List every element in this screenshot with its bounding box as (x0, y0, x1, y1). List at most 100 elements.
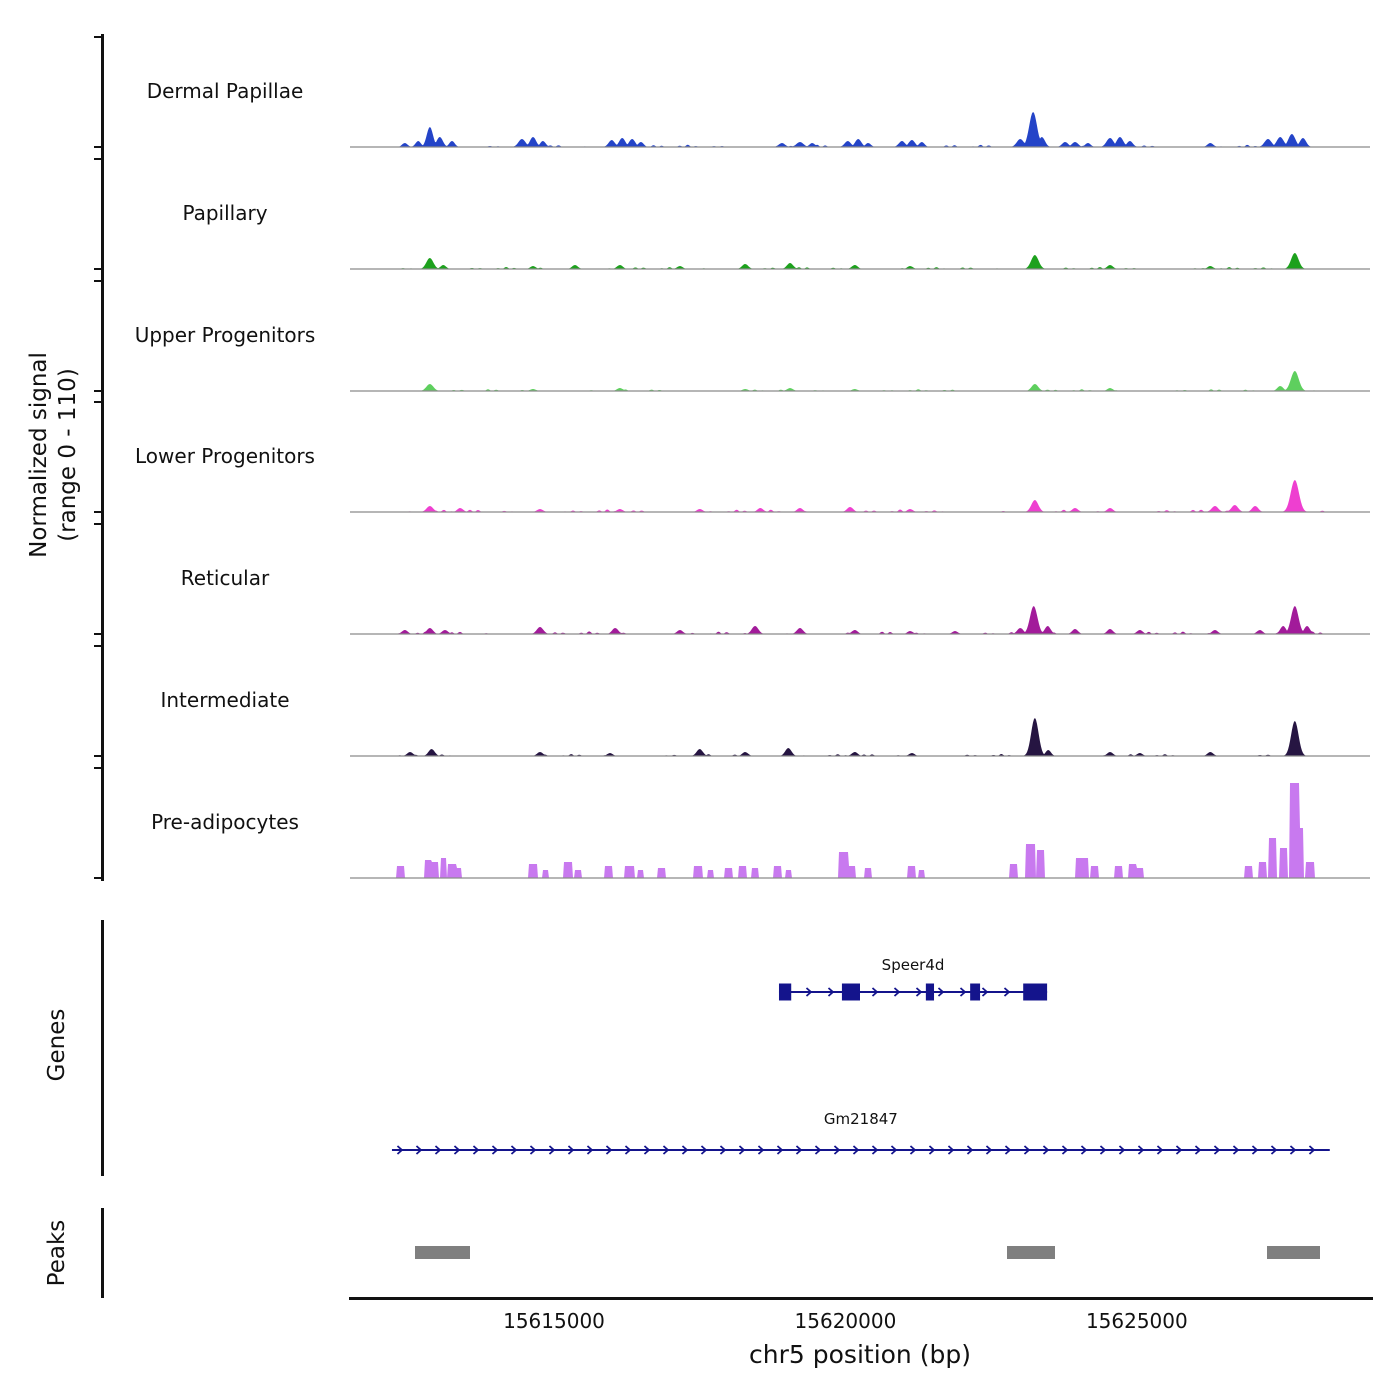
gene-exon (925, 983, 935, 1001)
strand-arrow (1251, 1145, 1259, 1155)
track-signal-dermal-papillae (350, 112, 1370, 148)
strand-arrow (805, 987, 813, 997)
strand-arrow (1270, 1145, 1278, 1155)
strand-arrow (396, 1145, 404, 1155)
strand-arrow (1080, 1145, 1088, 1155)
strand-arrow (1061, 1145, 1069, 1155)
strand-arrow (795, 1145, 803, 1155)
strand-arrow (1308, 1145, 1316, 1155)
strand-arrow (434, 1145, 442, 1155)
signal-area (350, 480, 1370, 512)
y-axis-tick (94, 755, 102, 757)
strand-arrow (893, 987, 901, 997)
strand-arrow (700, 1145, 708, 1155)
y-axis-tick (94, 146, 102, 148)
strand-arrow (662, 1145, 670, 1155)
strand-arrow (1232, 1145, 1240, 1155)
peak-region (415, 1246, 471, 1259)
strand-arrow (966, 1145, 974, 1155)
strand-arrow (890, 1145, 898, 1155)
strand-arrow (827, 987, 835, 997)
genes-label-text: Genes (44, 1008, 70, 1082)
gene-label: Gm21847 (824, 1110, 898, 1128)
strand-arrow (605, 1145, 613, 1155)
peaks-axis-line (101, 1208, 104, 1298)
y-axis-tick (94, 36, 102, 38)
strand-arrow (1213, 1145, 1221, 1155)
strand-arrow (1023, 1145, 1031, 1155)
strand-arrow (871, 1145, 879, 1155)
y-axis-tick (94, 645, 102, 647)
y-axis-tick (94, 401, 102, 403)
strand-arrow (567, 1145, 575, 1155)
strand-arrow (985, 1145, 993, 1155)
strand-arrow (624, 1145, 632, 1155)
strand-arrow (453, 1145, 461, 1155)
track-label-dermal-papillae: Dermal Papillae (146, 79, 304, 103)
gene-label: Speer4d (882, 956, 945, 974)
signal-area (350, 783, 1370, 878)
signal-area (350, 718, 1370, 756)
strand-arrow (947, 1145, 955, 1155)
strand-arrow (472, 1145, 480, 1155)
y-axis-tick (94, 877, 102, 879)
strand-arrow (415, 1145, 423, 1155)
track-signal-upper-progenitors (350, 371, 1370, 392)
strand-arrow (1156, 1145, 1164, 1155)
gene-exon (970, 983, 981, 1001)
y-axis-label-line1: Normalized signal (26, 352, 52, 558)
strand-arrow (871, 987, 879, 997)
y-axis-tick (94, 523, 102, 525)
strand-arrow (586, 1145, 594, 1155)
strand-arrow (937, 987, 945, 997)
track-signal-reticular (350, 606, 1370, 635)
strand-arrow (510, 1145, 518, 1155)
strand-arrow (915, 987, 923, 997)
y-axis-label-line2: (range 0 - 110) (55, 368, 81, 542)
gene-speer4d: Speer4d (778, 956, 1048, 1001)
gene-exon (778, 983, 792, 1001)
strand-arrow (529, 1145, 537, 1155)
signal-area (350, 606, 1370, 634)
track-label-upper-progenitors: Upper Progenitors (134, 323, 316, 347)
track-signal-lower-progenitors (350, 480, 1370, 513)
track-label-pre-adipocytes: Pre-adipocytes (151, 810, 299, 834)
peak-region (1006, 1246, 1056, 1259)
gene-gm21847: Gm21847 (391, 1110, 1330, 1155)
x-axis-line (349, 1297, 1373, 1300)
y-axis-tick (94, 767, 102, 769)
track-label-lower-progenitors: Lower Progenitors (135, 444, 315, 468)
strand-arrow (981, 987, 989, 997)
x-tick-label: 15615000 (503, 1309, 605, 1333)
strand-arrow (959, 987, 967, 997)
x-tick-label: 15625000 (1085, 1309, 1188, 1333)
strand-arrow (548, 1145, 556, 1155)
track-signal-intermediate (350, 718, 1370, 757)
y-axis-tick (94, 390, 102, 392)
strand-arrow (776, 1145, 784, 1155)
strand-arrow (1003, 987, 1011, 997)
strand-arrow (852, 1145, 860, 1155)
strand-arrow (1137, 1145, 1145, 1155)
y-axis-tick (94, 633, 102, 635)
strand-arrow (757, 1145, 765, 1155)
track-label-papillary: Papillary (182, 201, 268, 225)
genes-axis-line (101, 920, 104, 1176)
strand-arrow (738, 1145, 746, 1155)
strand-arrow (928, 1145, 936, 1155)
x-tick-label: 15620000 (794, 1309, 897, 1333)
y-axis-tick (94, 280, 102, 282)
track-label-intermediate: Intermediate (160, 688, 290, 712)
y-axis-tick (94, 158, 102, 160)
signal-area (350, 253, 1370, 269)
track-label-reticular: Reticular (180, 566, 270, 590)
strand-arrow (681, 1145, 689, 1155)
gene-exon (841, 983, 860, 1001)
genes-section-label: Genes (42, 975, 72, 1115)
peak-region (1266, 1246, 1320, 1259)
strand-arrow (814, 1145, 822, 1155)
gene-exon (1023, 983, 1048, 1001)
y-axis-tick (94, 511, 102, 513)
peaks-section-label: Peaks (42, 1183, 72, 1323)
